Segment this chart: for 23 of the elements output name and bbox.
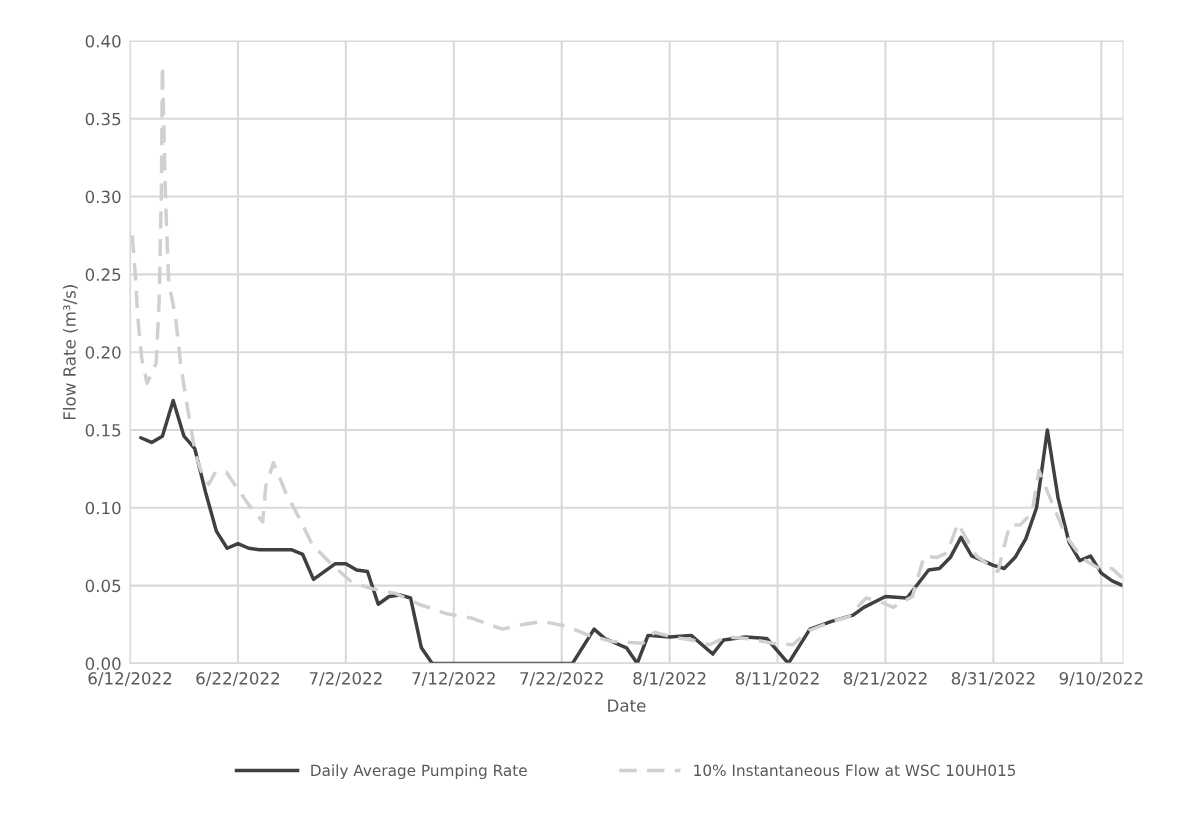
y-tick-label: 0.35 — [85, 112, 121, 126]
y-tick-label: 0.15 — [85, 423, 121, 437]
y-tick-label: 0.10 — [85, 501, 121, 515]
x-tick-label: 8/21/2022 — [843, 672, 927, 686]
y-axis-title: Flow Rate (m³/s) — [62, 285, 78, 420]
legend-label: 10% Instantaneous Flow at WSC 10UH015 — [694, 764, 1016, 777]
legend-label: Daily Average Pumping Rate — [311, 764, 527, 780]
x-tick-label: 7/2/2022 — [309, 672, 382, 686]
x-tick-label: 7/22/2022 — [520, 672, 603, 686]
x-tick-label: 6/12/2022 — [88, 672, 172, 686]
x-tick-label: 8/1/2022 — [633, 672, 706, 686]
x-axis-title: Date — [608, 699, 646, 712]
y-tick-label: 0.05 — [85, 579, 121, 593]
x-tick-label: 8/31/2022 — [951, 672, 1035, 686]
x-tick-label: 6/22/2022 — [196, 672, 279, 686]
y-tick-label: 0.40 — [85, 34, 121, 48]
x-tick-label: 7/12/2022 — [412, 672, 495, 686]
y-tick-label: 0.25 — [85, 268, 121, 281]
y-tick-label: 0.00 — [85, 657, 121, 670]
x-tick-label: 8/11/2022 — [735, 672, 819, 686]
y-tick-label: 0.30 — [85, 190, 121, 204]
y-tick-label: 0.20 — [85, 346, 121, 359]
x-tick-label: 9/10/2022 — [1059, 672, 1143, 686]
